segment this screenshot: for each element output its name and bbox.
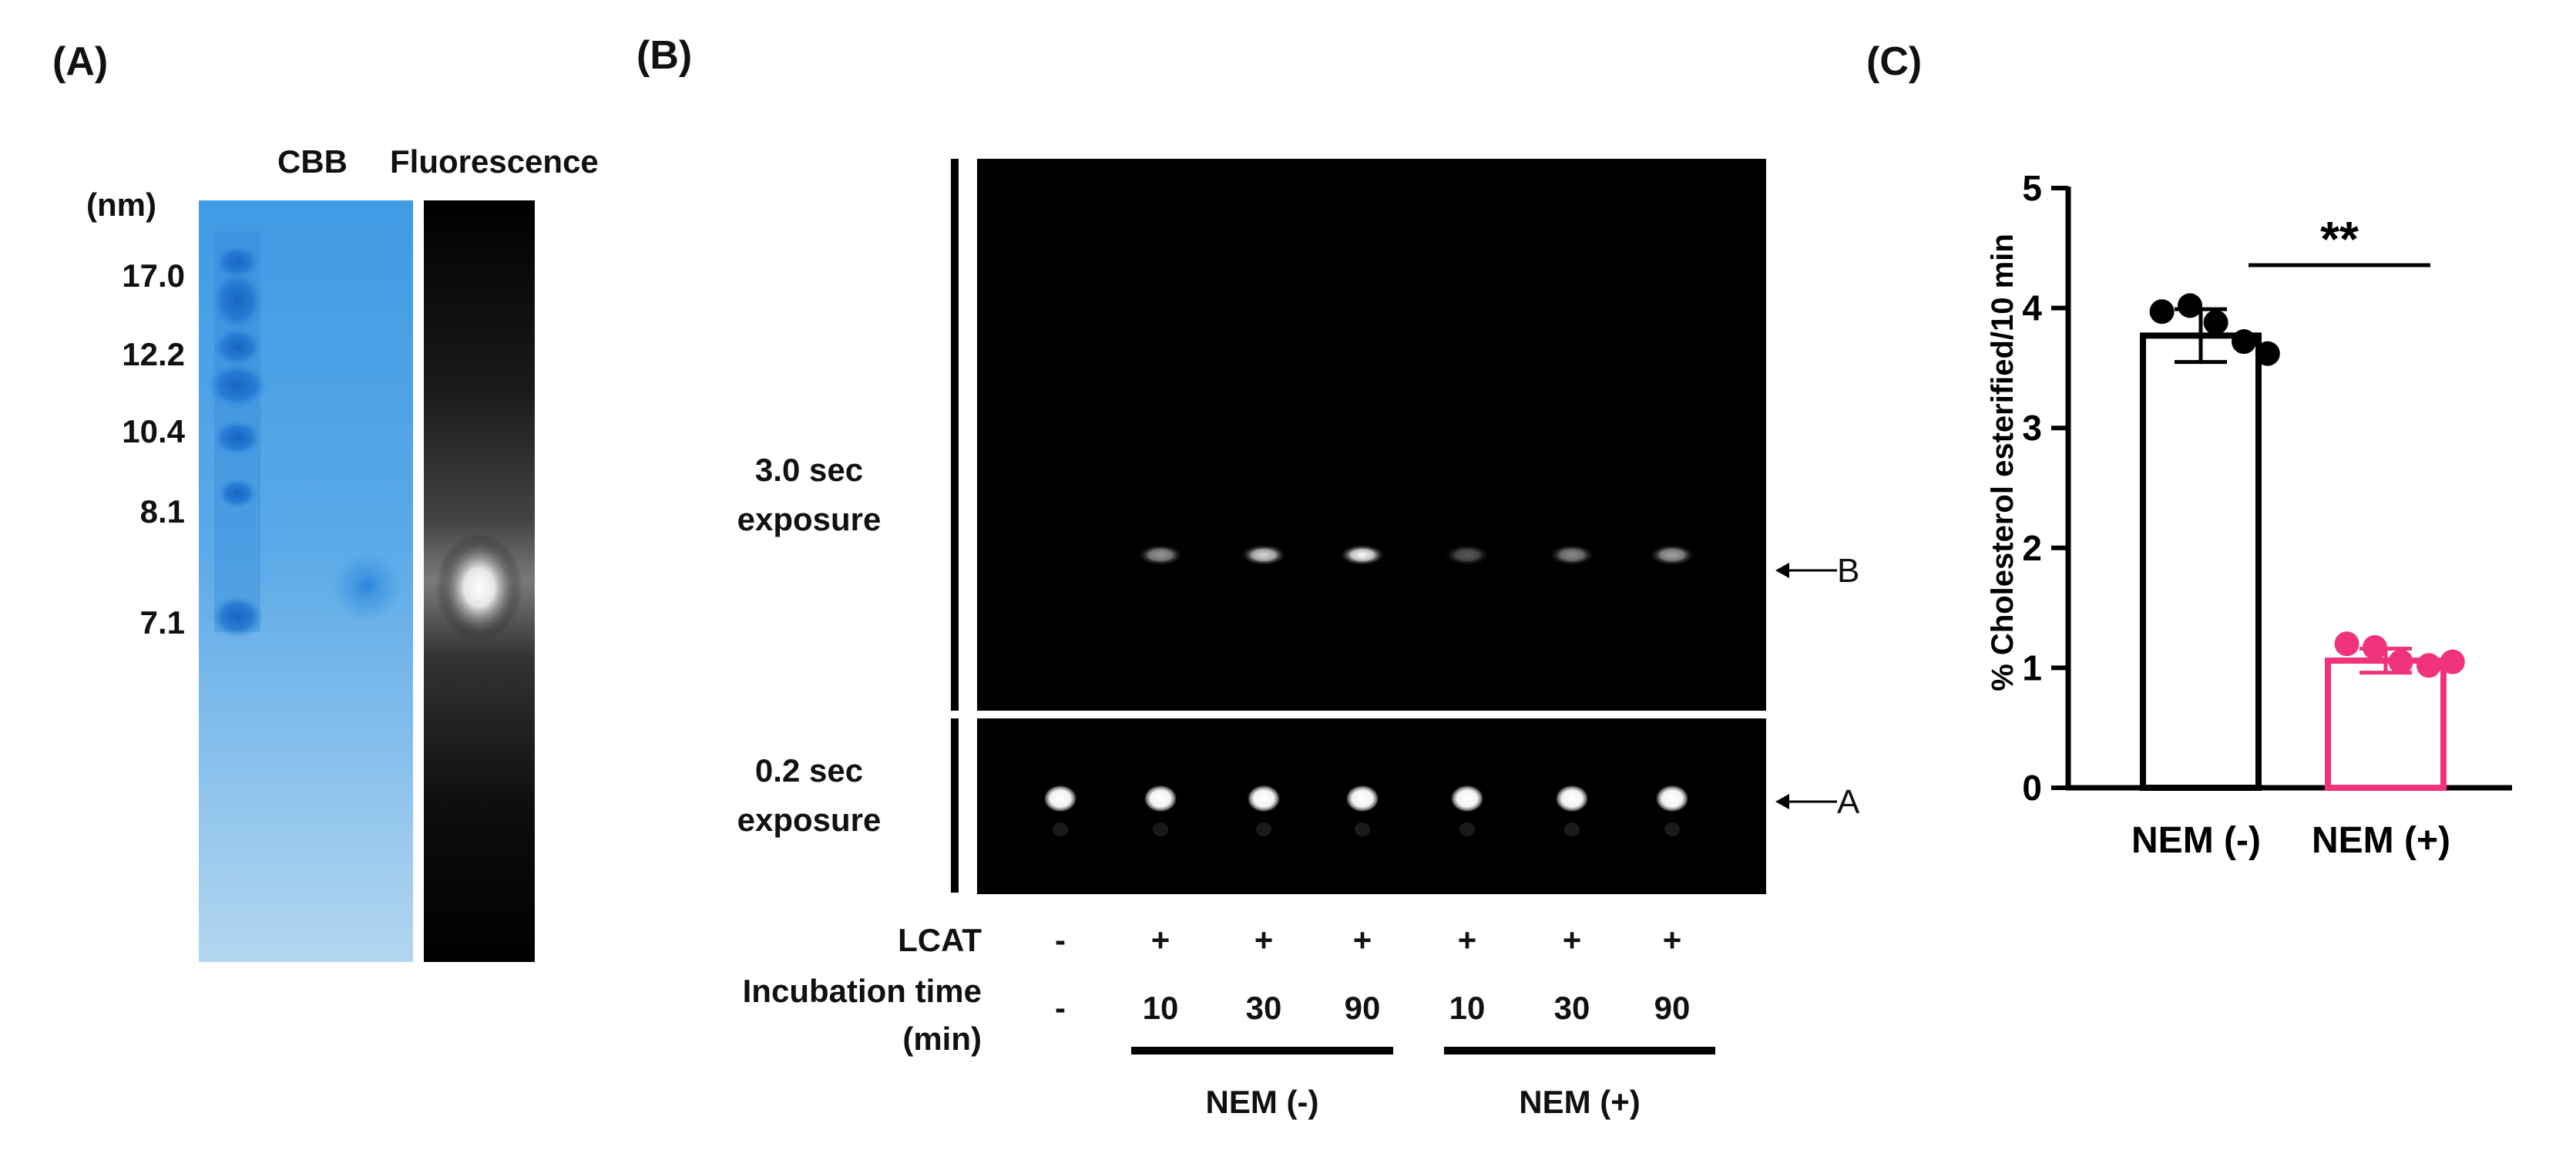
- lcat-value: +: [1662, 922, 1682, 958]
- lcat-value: +: [1352, 922, 1372, 958]
- incubation-time-value: 30: [1245, 990, 1282, 1026]
- bar: [2325, 658, 2447, 792]
- arrow-a-label: A: [1837, 783, 1860, 821]
- group-line-nem-minus: [1131, 1047, 1393, 1054]
- marker-label: 12.2: [122, 336, 185, 372]
- fluorescence-lane-label: Fluorescence: [390, 143, 599, 180]
- band-a-shadow: [1153, 822, 1168, 836]
- top-exposure-line1: 3.0 sec: [754, 452, 864, 488]
- blot-image: [977, 159, 1766, 894]
- y-tick-label: 1: [2022, 647, 2042, 688]
- incubation-label-line1: Incubation time: [742, 973, 982, 1009]
- data-point: [2440, 649, 2465, 674]
- incubation-time-value: 90: [1654, 990, 1691, 1026]
- data-point: [2388, 649, 2413, 674]
- band-a-shadow: [1355, 822, 1370, 836]
- marker-label: 8.1: [139, 493, 185, 530]
- ladder-lane: [207, 231, 268, 638]
- fluorescence-band: [436, 533, 522, 641]
- bottom-exposure-line1: 0.2 sec: [754, 752, 864, 789]
- lcat-value: +: [1150, 922, 1170, 958]
- y-axis-label: % Cholesterol esterified/10 min: [1986, 234, 2020, 691]
- y-tick-label: 5: [2022, 168, 2042, 208]
- band-a: [1450, 785, 1484, 812]
- bottom-bracket: [951, 718, 959, 893]
- lcat-row-label: LCAT: [898, 922, 982, 958]
- band-a-shadow: [1664, 822, 1680, 836]
- panel-a-label: (A): [52, 39, 109, 84]
- y-tick-label: 0: [2022, 768, 2042, 808]
- incubation-time-value: -: [1055, 990, 1066, 1026]
- band-a-shadow: [1053, 822, 1068, 836]
- band-a-shadow: [1564, 822, 1580, 836]
- band-a: [1247, 785, 1281, 812]
- significance-stars: **: [2320, 211, 2359, 267]
- data-point: [2363, 634, 2387, 660]
- band-b: [1137, 544, 1184, 566]
- y-tick-label: 4: [2022, 288, 2042, 328]
- band-a: [1144, 785, 1177, 812]
- incubation-time-value: 10: [1142, 990, 1179, 1026]
- cbb-sample-band: [333, 550, 401, 621]
- band-b: [1549, 544, 1595, 566]
- lcat-value: -: [1055, 922, 1066, 958]
- unit-label: (nm): [86, 187, 156, 223]
- marker-label: 17.0: [122, 257, 185, 294]
- arrow-b-icon: [1775, 563, 1837, 578]
- top-exposure-line2: exposure: [737, 501, 882, 537]
- x-tick-label: NEM (+): [2312, 820, 2450, 861]
- incubation-time-value: 90: [1344, 990, 1381, 1026]
- y-tick-label: 3: [2022, 408, 2042, 448]
- band-a-shadow: [1459, 822, 1475, 836]
- bar-chart: % Cholesterol esterified/10 min 0 1 2 3 4 5 *…: [1986, 168, 2512, 861]
- band-a: [1555, 785, 1589, 812]
- blot-top-3s: [977, 159, 1766, 711]
- band-b: [1241, 544, 1287, 566]
- bottom-exposure-line2: exposure: [737, 802, 882, 838]
- arrow-a-icon: [1775, 794, 1837, 809]
- band-b: [1339, 544, 1385, 566]
- gel-image: [199, 200, 535, 962]
- incubation-time-value: 10: [1449, 990, 1486, 1026]
- arrow-b-label: B: [1837, 552, 1860, 590]
- band-a: [1345, 785, 1379, 812]
- data-point: [2334, 631, 2359, 657]
- group-label-nem-minus: NEM (-): [1205, 1084, 1319, 1120]
- marker-label: 7.1: [139, 604, 185, 641]
- lcat-value: +: [1562, 922, 1582, 958]
- cbb-lane-label: CBB: [277, 143, 348, 180]
- band-a: [1655, 785, 1689, 812]
- data-point: [2255, 341, 2280, 366]
- bar: [2140, 332, 2262, 791]
- incubation-label-line2: (min): [902, 1021, 982, 1057]
- data-point: [2203, 310, 2228, 335]
- data-point: [2178, 293, 2202, 318]
- panel-c-label: (C): [1866, 39, 1923, 84]
- data-point: [2149, 299, 2175, 325]
- band-b: [1649, 544, 1695, 566]
- y-tick-label: 2: [2022, 528, 2042, 568]
- x-tick-label: NEM (-): [2131, 820, 2261, 861]
- band-a: [1043, 785, 1077, 812]
- group-line-nem-plus: [1444, 1047, 1715, 1054]
- group-label-nem-plus: NEM (+): [1519, 1084, 1641, 1120]
- panel-b-label: (B): [636, 33, 693, 78]
- incubation-time-value: 30: [1553, 990, 1590, 1026]
- marker-label: 10.4: [122, 413, 185, 449]
- top-bracket: [951, 159, 959, 711]
- band-b: [1444, 544, 1490, 566]
- data-point: [2232, 329, 2256, 355]
- data-point: [2416, 653, 2441, 678]
- band-a-shadow: [1256, 822, 1271, 836]
- lcat-value: +: [1457, 922, 1477, 958]
- lcat-value: +: [1254, 922, 1274, 958]
